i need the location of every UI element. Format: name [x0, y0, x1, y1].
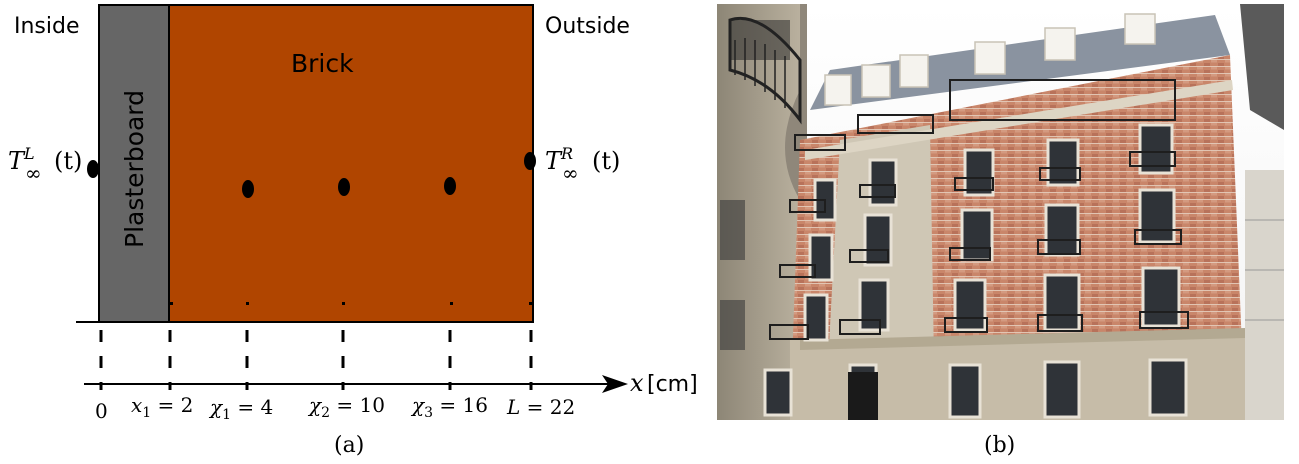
label-outside: Outside [545, 14, 630, 39]
dotted-baseline [170, 302, 532, 305]
caption-a: (a) [334, 433, 364, 458]
bc-left-arg: (t) [54, 147, 82, 175]
label-brick: Brick [291, 49, 354, 78]
tick-label: L = 22 [506, 395, 575, 419]
tick-label: 0 [95, 399, 108, 423]
building-facade-photo [717, 4, 1284, 420]
plasterboard-layer [98, 4, 170, 323]
bc-right-label: TR [545, 144, 573, 175]
caption-b: (b) [984, 433, 1015, 458]
bc-left-label: TL [8, 144, 35, 175]
tick-label: x1 = 2 [131, 393, 193, 421]
tick-label: χ1 = 4 [208, 395, 273, 423]
boundary-point-right [524, 152, 536, 170]
tick-label: χ3 = 16 [410, 393, 488, 421]
bc-left-sub: ∞ [25, 161, 42, 185]
label-inside: Inside [14, 14, 80, 39]
bc-right-sub: ∞ [562, 161, 579, 185]
sensor-point-chi2 [338, 178, 350, 196]
brick-layer [168, 4, 534, 323]
wall-diagram: Inside Outside Brick Plasterboard TL ∞ (… [8, 4, 698, 458]
x-axis-arrowhead [602, 375, 628, 393]
tick-label: χ2 = 10 [307, 393, 385, 421]
tick-dashes [99, 330, 533, 390]
sensor-point-chi3 [444, 177, 456, 195]
x-axis-variable: x [630, 369, 644, 397]
sensor-point-chi1 [242, 180, 254, 198]
x-axis-unit: [cm] [647, 372, 698, 397]
bc-right-arg: (t) [592, 147, 620, 175]
boundary-point-left [87, 160, 99, 178]
label-plasterboard: Plasterboard [120, 90, 149, 248]
